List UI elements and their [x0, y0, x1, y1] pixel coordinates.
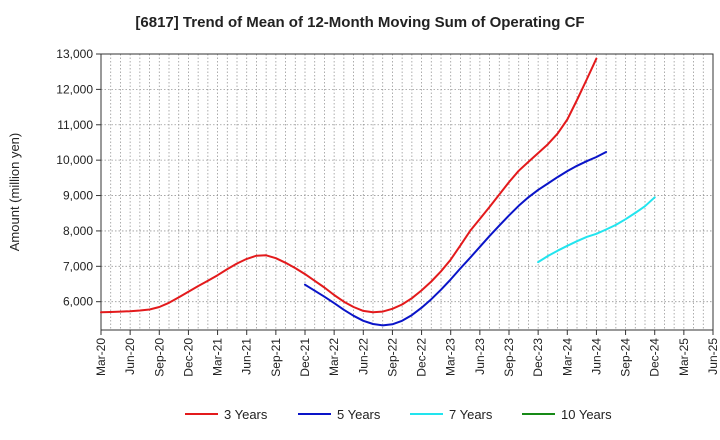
- x-tick-label: Jun-25: [706, 338, 720, 375]
- legend: 3 Years 5 Years 7 Years 10 Years: [185, 407, 612, 422]
- x-tick-label: Dec-21: [298, 338, 312, 377]
- x-tick-label: Dec-24: [648, 338, 662, 377]
- y-tick-label: 9,000: [63, 189, 93, 203]
- x-tick-label: Sep-23: [502, 338, 516, 377]
- x-tick-label: Jun-22: [356, 338, 370, 375]
- y-tick-label: 8,000: [63, 224, 93, 238]
- x-tick-label: Dec-23: [531, 338, 545, 377]
- series-lines: [100, 57, 656, 327]
- legend-label-3-years: 3 Years: [224, 407, 268, 422]
- x-tick-label: Jun-23: [473, 338, 487, 375]
- x-axis-ticks: Mar-20 Jun-20 Sep-20 Dec-20 Mar-21 Jun-21 Sep-…: [94, 330, 720, 377]
- x-tick-label: Mar-23: [444, 338, 458, 376]
- x-tick-label: Mar-21: [211, 338, 225, 376]
- series-line-5-years: [304, 151, 608, 327]
- y-axis-ticks: 6,000 7,000 8,000 9,000 10,000 11,000 12,000 13…: [56, 47, 101, 309]
- x-tick-label: Jun-21: [240, 338, 254, 375]
- plot-frame: [100, 53, 714, 331]
- x-tick-label: Sep-22: [385, 338, 399, 377]
- y-tick-label: 6,000: [63, 295, 93, 309]
- x-tick-label: Sep-20: [152, 338, 166, 377]
- y-tick-label: 7,000: [63, 259, 93, 273]
- x-tick-label: Dec-22: [415, 338, 429, 377]
- y-tick-label: 11,000: [57, 118, 93, 132]
- x-tick-label: Sep-24: [619, 338, 633, 377]
- y-tick-label: 12,000: [56, 82, 93, 96]
- x-tick-label: Jun-24: [589, 338, 603, 375]
- y-tick-label: 10,000: [56, 153, 93, 167]
- series-line-7-years: [537, 196, 656, 264]
- x-tick-label: Mar-24: [560, 338, 574, 376]
- x-tick-label: Sep-21: [269, 338, 283, 377]
- x-tick-label: Mar-22: [327, 338, 341, 376]
- x-tick-label: Mar-20: [94, 338, 108, 376]
- series-line-3-years: [100, 57, 598, 314]
- legend-label-10-years: 10 Years: [561, 407, 612, 422]
- legend-label-5-years: 5 Years: [337, 407, 381, 422]
- chart-title: [6817] Trend of Mean of 12-Month Moving …: [135, 14, 585, 31]
- x-tick-label: Jun-20: [123, 338, 137, 375]
- y-axis-label: Amount (million yen): [7, 133, 22, 252]
- y-tick-label: 13,000: [56, 47, 93, 61]
- legend-label-7-years: 7 Years: [449, 407, 493, 422]
- x-tick-label: Mar-25: [677, 338, 691, 376]
- grid-lines: [101, 54, 713, 330]
- x-tick-label: Dec-20: [181, 338, 195, 377]
